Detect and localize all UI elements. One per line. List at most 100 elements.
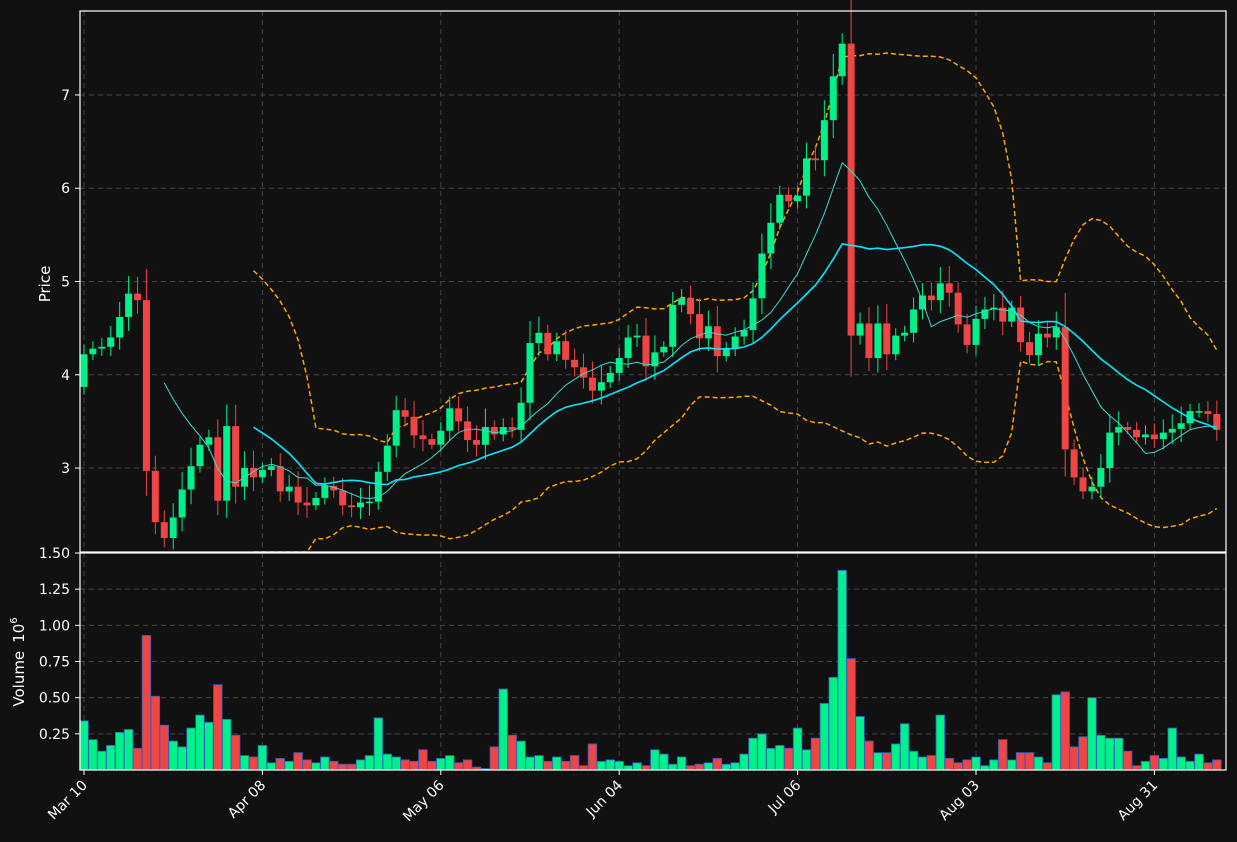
candle-body	[1177, 423, 1185, 429]
volume-bar	[1042, 762, 1053, 771]
candle-body	[499, 427, 507, 435]
candle-body	[276, 466, 284, 492]
candle-body	[517, 402, 525, 430]
candle-body	[847, 43, 855, 336]
volume-bar	[177, 746, 187, 771]
volume-bar	[489, 746, 500, 771]
price-tick-label: 5	[61, 275, 70, 291]
volume-bar	[453, 762, 464, 771]
volume-bar	[239, 755, 250, 771]
volume-bar	[132, 747, 143, 771]
price-tick-label: 3	[61, 461, 70, 477]
candle-body	[874, 323, 882, 358]
volume-bar	[1122, 750, 1133, 771]
candle-body	[312, 497, 320, 506]
volume-bar	[1167, 727, 1177, 771]
volume-bar	[685, 765, 696, 771]
candle-body	[508, 427, 516, 430]
candle-body	[669, 304, 677, 347]
candle-body	[187, 466, 195, 490]
volume-bar	[873, 752, 883, 771]
volume-bar	[775, 745, 785, 771]
candle-body	[1097, 468, 1105, 487]
volume-bar	[703, 762, 714, 771]
volume-bar	[935, 714, 946, 771]
candle-body	[758, 253, 766, 299]
volume-bar	[204, 721, 214, 771]
candle-body	[294, 486, 302, 503]
candle-body	[1008, 307, 1016, 322]
candle-body	[303, 502, 311, 506]
volume-bar	[284, 760, 294, 771]
volume-axis-title-label: Volume	[10, 651, 28, 707]
ma-slow-line	[253, 243, 1218, 486]
volume-bar	[1185, 760, 1195, 771]
candle-body	[544, 332, 552, 355]
volume-bar	[418, 749, 428, 771]
volume-tick-label: 0.25	[39, 727, 70, 743]
volume-bar	[917, 756, 928, 771]
candle-body	[330, 485, 338, 491]
candle-body	[1213, 413, 1221, 430]
volume-bar	[846, 658, 856, 771]
candle-body	[865, 323, 873, 358]
candle-body	[410, 416, 418, 436]
volume-bar	[1024, 752, 1035, 771]
candle-body	[838, 43, 846, 77]
volume-bar	[1087, 697, 1097, 771]
volume-bar	[1105, 737, 1115, 771]
volume-bar	[962, 759, 972, 771]
candle-body	[945, 283, 953, 293]
volume-bar	[605, 759, 615, 771]
candle-body	[1026, 342, 1034, 356]
volume-bar	[721, 763, 731, 771]
candle-body	[731, 336, 739, 349]
moving-averages	[163, 161, 1218, 500]
candle-body	[89, 348, 97, 355]
volume-bar	[1149, 755, 1160, 771]
volume-bar	[712, 758, 723, 771]
candle-body	[883, 323, 891, 355]
volume-bar	[578, 765, 589, 771]
volume-axis-title: Volume 106	[9, 617, 28, 706]
volume-bar	[266, 762, 277, 771]
volume-bar	[436, 758, 446, 771]
volume-bar	[543, 760, 553, 771]
candle-body	[428, 439, 436, 445]
volume-bar	[899, 723, 910, 771]
price-grid	[80, 11, 1226, 552]
price-axis-title: Price	[36, 266, 54, 303]
candle-body	[713, 326, 721, 357]
volume-bar	[891, 743, 901, 771]
volume-bar	[1069, 746, 1079, 771]
candle-body	[178, 489, 186, 518]
volume-bar	[400, 759, 410, 771]
volume-bar	[560, 760, 571, 771]
candle-body	[803, 158, 811, 196]
volume-bar	[819, 703, 830, 771]
candle-body	[1150, 434, 1158, 440]
candle-body	[981, 309, 989, 319]
volume-bar	[650, 749, 660, 771]
candle-body	[223, 426, 231, 501]
candle-body	[249, 468, 257, 478]
volume-bar	[864, 740, 874, 771]
volume-bar	[320, 756, 330, 771]
candle-body	[785, 194, 793, 202]
volume-bar	[757, 733, 767, 771]
candle-body	[357, 502, 365, 508]
candle-body	[348, 505, 356, 508]
volume-bar	[596, 760, 607, 771]
volume-bar	[632, 762, 642, 771]
volume-tick-label: 0.50	[39, 691, 70, 707]
volume-bar	[1078, 736, 1088, 771]
volume-bar	[302, 759, 312, 771]
candle-body	[767, 222, 775, 254]
volume-bar	[1140, 760, 1151, 771]
candle-body	[660, 346, 668, 353]
volume-bar	[587, 743, 598, 771]
candle-body	[535, 332, 543, 344]
volume-bar	[186, 727, 196, 771]
candle-body	[936, 283, 944, 301]
volume-bar	[329, 760, 339, 771]
